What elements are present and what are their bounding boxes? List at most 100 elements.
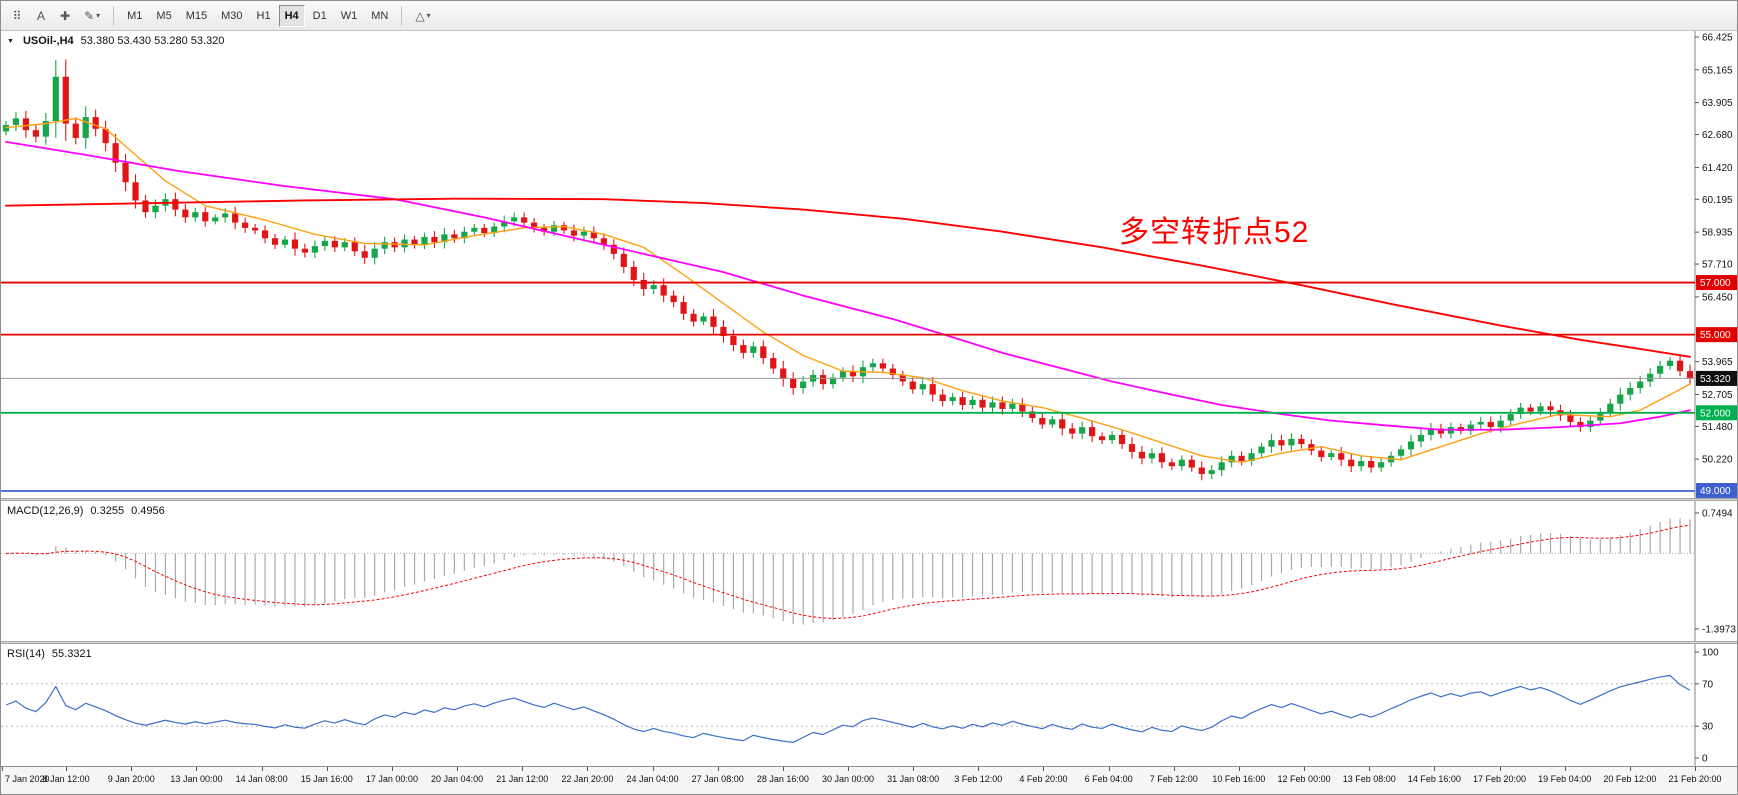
- candle: [252, 227, 259, 231]
- time-label: 20 Jan 04:00: [431, 774, 484, 784]
- time-tick: [587, 767, 589, 771]
- timeframe-m1-button[interactable]: M1: [127, 9, 143, 22]
- candle: [311, 246, 318, 253]
- main-chart-panel[interactable]: 66.425 65.165 63.905 62.680 61.420 60.195 58.9…: [1, 31, 1738, 498]
- time-label: 4 Feb 20:00: [1019, 774, 1068, 784]
- candle: [819, 375, 827, 385]
- candle: [301, 248, 309, 253]
- candle: [12, 118, 20, 125]
- timeframe-m5-button[interactable]: M5: [156, 9, 172, 22]
- timeframe-h1-button[interactable]: H1: [256, 9, 271, 22]
- time-tick: [131, 767, 133, 771]
- candle: [72, 123, 79, 138]
- candle: [401, 239, 408, 248]
- time-label: 13 Feb 08:00: [1342, 774, 1396, 784]
- timeframe-m15-button[interactable]: M15: [185, 9, 208, 22]
- rsi-panel[interactable]: 100 70 30 0 RSI(14) 55.3321: [1, 644, 1738, 766]
- candle: [351, 242, 358, 252]
- candle: [341, 242, 348, 248]
- time-tick: [1043, 767, 1045, 771]
- price-level-badge-label: 57.000: [1700, 278, 1731, 289]
- macd-background: [1, 501, 1737, 641]
- candle: [531, 222, 538, 228]
- crosshair-tool-button[interactable]: ✚: [54, 5, 76, 27]
- candle: [909, 381, 916, 390]
- candle: [1507, 414, 1514, 421]
- panel-resize-handle[interactable]: [1, 498, 1737, 501]
- price-tick-label: 61.420: [1702, 163, 1733, 174]
- rsi-value: 55.3321: [51, 648, 92, 660]
- rsi-axis-label: 30: [1702, 722, 1714, 733]
- candle: [521, 217, 528, 223]
- rsi-axis-label: 100: [1702, 648, 1719, 659]
- candle: [1358, 461, 1365, 467]
- candle: [740, 345, 747, 353]
- time-tick: [848, 767, 849, 771]
- symbol-menu-icon[interactable]: ▼: [7, 37, 14, 45]
- candle: [999, 402, 1006, 409]
- candle: [1238, 455, 1245, 462]
- candle: [1178, 459, 1185, 467]
- price-tick-label: 66.425: [1702, 32, 1733, 43]
- chevron-down-icon: ▾: [96, 11, 101, 20]
- candle: [202, 212, 209, 222]
- candle: [979, 399, 986, 408]
- draw-tool: ✎: [84, 8, 95, 23]
- indicators-dropdown-button[interactable]: △ ▾: [409, 5, 436, 27]
- candle: [829, 377, 837, 385]
- ohlc-values: 53.380 53.430 53.280 53.320: [80, 35, 225, 47]
- candle: [481, 227, 488, 234]
- candle: [1527, 407, 1534, 412]
- price-tick-label: 57.710: [1702, 260, 1733, 271]
- draw-tool-button[interactable]: ✎ ▾: [78, 5, 106, 27]
- timeframe-h4-button[interactable]: H4: [278, 4, 305, 27]
- timeframe-m30-button[interactable]: M30: [221, 9, 243, 22]
- macd-panel[interactable]: 0.7494 -1.3973 MACD(12,26,9) 0.3255 0.495…: [1, 501, 1738, 641]
- grid-icon-button[interactable]: ⠿: [6, 5, 28, 27]
- chart-annotation: 多空转折点52: [1119, 216, 1310, 249]
- candle: [1168, 462, 1175, 467]
- macd-chart[interactable]: 0.7494 -1.3973: [1, 501, 1738, 641]
- timeframe-mn-button[interactable]: MN: [371, 9, 389, 22]
- text-tool-button[interactable]: A: [30, 5, 52, 27]
- time-label: 8 Jan 12:00: [42, 774, 90, 784]
- time-label: 10 Feb 16:00: [1212, 774, 1266, 784]
- time-label: 22 Jan 20:00: [561, 774, 614, 784]
- candle: [1686, 371, 1694, 379]
- price-level-badge: [1696, 483, 1737, 498]
- candle: [1099, 436, 1106, 441]
- time-tick: [196, 767, 198, 771]
- time-tick: [1369, 767, 1371, 771]
- candle: [331, 240, 338, 248]
- candle: [959, 397, 966, 405]
- price-tick-label: 52.705: [1702, 390, 1733, 401]
- time-tick: [652, 767, 654, 771]
- time-label: 30 Jan 00:00: [821, 774, 875, 784]
- panel-resize-handle[interactable]: [1, 641, 1737, 644]
- time-label: 9 Jan 20:00: [107, 774, 155, 784]
- rsi-chart[interactable]: 100 70 30 0: [1, 644, 1738, 766]
- candle: [261, 230, 269, 239]
- candle: [1338, 453, 1345, 460]
- candle: [281, 239, 289, 245]
- candle: [730, 335, 737, 346]
- price-level-badge: [1696, 275, 1737, 291]
- candle: [1228, 455, 1235, 463]
- time-tick: [1304, 767, 1306, 771]
- macd-value-main: 0.3255: [90, 505, 125, 517]
- time-tick: [2, 767, 3, 771]
- time-label: 20 Feb 12:00: [1603, 774, 1657, 784]
- time-axis[interactable]: 7 Jan 2020 8 Jan 12:00 9 Jan 20:00 13 Jan 0…: [1, 766, 1737, 794]
- time-label: 24 Jan 04:00: [626, 774, 679, 784]
- rsi-title: RSI(14): [7, 648, 45, 660]
- price-tick-label: 51.480: [1702, 422, 1733, 433]
- timeframe-w1-button[interactable]: W1: [340, 9, 358, 22]
- candle: [590, 231, 597, 239]
- chevron-down-icon: ▾: [426, 11, 431, 20]
- time-label: 21 Jan 12:00: [496, 774, 549, 784]
- price-tick-label: 56.450: [1702, 292, 1733, 303]
- timeframe-d1-button[interactable]: D1: [312, 9, 327, 22]
- candle: [112, 143, 119, 163]
- price-chart[interactable]: 66.425 65.165 63.905 62.680 61.420 60.195 58.9…: [1, 31, 1738, 498]
- candle: [1258, 446, 1265, 454]
